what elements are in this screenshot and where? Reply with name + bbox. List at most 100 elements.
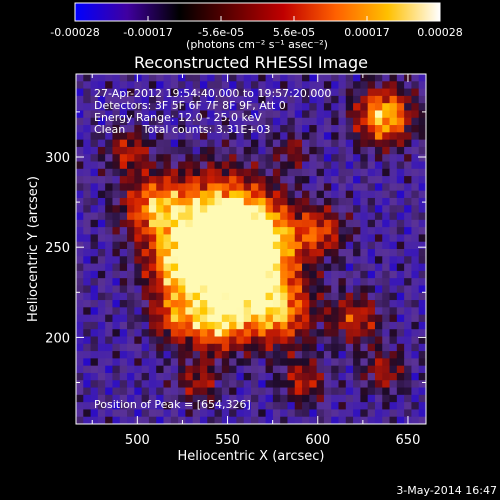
plot-frame: [75, 73, 427, 425]
heatmap-cell: [309, 212, 318, 221]
heatmap-cell: [134, 402, 143, 410]
heatmap-cell: [207, 314, 216, 323]
heatmap-cell: [127, 343, 135, 352]
heatmap-cell: [163, 263, 172, 272]
heatmap-cell: [97, 394, 106, 403]
heatmap-cell: [316, 416, 325, 424]
heatmap-cell: [207, 161, 216, 170]
heatmap-cell: [119, 343, 128, 352]
heatmap-cell: [170, 168, 179, 177]
colorbar: [74, 2, 441, 22]
heatmap-cell: [112, 321, 121, 330]
heatmap-cell: [331, 234, 339, 243]
heatmap-cell: [178, 329, 186, 337]
heatmap-cell: [374, 402, 383, 410]
heatmap-cell: [83, 256, 92, 265]
heatmap-cell: [141, 154, 150, 162]
heatmap-cell: [214, 278, 223, 286]
heatmap-cell: [185, 205, 194, 214]
heatmap-cell: [272, 365, 281, 374]
heatmap-cell: [192, 365, 201, 374]
heatmap-cell: [214, 263, 223, 272]
heatmap-cell: [382, 176, 391, 184]
heatmap-cell: [389, 278, 398, 286]
heatmap-cell: [90, 219, 99, 228]
heatmap-cell: [229, 416, 237, 424]
heatmap-cell: [141, 190, 150, 199]
heatmap-cell: [90, 336, 99, 345]
heatmap-cell: [367, 190, 376, 199]
heatmap-cell: [112, 263, 121, 272]
heatmap-cell: [367, 168, 376, 177]
heatmap-cell: [309, 372, 318, 381]
heatmap-cell: [411, 300, 420, 308]
heatmap-cell: [229, 227, 237, 235]
heatmap-cell: [323, 307, 332, 316]
heatmap-cell: [345, 329, 354, 337]
heatmap-cell: [287, 81, 296, 90]
heatmap-cell: [112, 183, 121, 192]
heatmap-cell: [345, 190, 354, 199]
heatmap-cell: [105, 168, 113, 177]
heatmap-cell: [236, 380, 245, 389]
heatmap-cell: [192, 227, 201, 235]
heatmap-cell: [127, 292, 135, 301]
heatmap-cell: [323, 263, 332, 272]
heatmap-cell: [338, 292, 347, 301]
heatmap-cell: [302, 95, 310, 104]
heatmap-cell: [170, 219, 179, 228]
heatmap-cell: [411, 380, 420, 389]
heatmap-cell: [90, 117, 99, 126]
heatmap-cell: [287, 329, 296, 337]
heatmap-cell: [258, 161, 267, 170]
heatmap-cell: [112, 81, 121, 90]
heatmap-cell: [207, 110, 216, 119]
heatmap-cell: [105, 132, 113, 141]
heatmap-cell: [345, 88, 354, 97]
heatmap-cell: [302, 416, 310, 424]
heatmap-cell: [97, 227, 106, 235]
heatmap-cell: [338, 387, 347, 396]
heatmap-cell: [83, 292, 92, 301]
heatmap-cell: [105, 402, 113, 410]
heatmap-cell: [302, 365, 310, 374]
heatmap-cell: [119, 285, 128, 294]
heatmap-cell: [302, 88, 310, 97]
heatmap-cell: [90, 300, 99, 308]
heatmap-cell: [272, 88, 281, 97]
heatmap-cell: [272, 95, 281, 104]
heatmap-cell: [389, 249, 398, 257]
heatmap-cell: [163, 249, 172, 257]
heatmap-cell: [404, 380, 412, 389]
heatmap-cell: [236, 409, 245, 418]
heatmap-cell: [207, 292, 216, 301]
heatmap-cell: [178, 409, 186, 418]
heatmap-cell: [97, 125, 106, 133]
heatmap-cell: [178, 212, 186, 221]
heatmap-cell: [396, 409, 405, 418]
heatmap-cell: [404, 234, 412, 243]
heatmap-cell: [411, 285, 420, 294]
heatmap-cell: [331, 380, 339, 389]
heatmap-cell: [97, 358, 106, 367]
heatmap-cell: [83, 95, 92, 104]
heatmap-cell: [236, 103, 245, 111]
heatmap-cell: [243, 197, 252, 206]
heatmap-cell: [76, 343, 84, 352]
heatmap-cell: [156, 343, 164, 352]
heatmap-cell: [163, 416, 172, 424]
heatmap-cell: [331, 270, 339, 279]
heatmap-cell: [360, 278, 369, 286]
heatmap-cell: [221, 161, 230, 170]
heatmap-cell: [76, 132, 84, 141]
heatmap-cell: [83, 139, 92, 148]
heatmap-cell: [302, 110, 310, 119]
heatmap-cell: [207, 351, 216, 359]
heatmap-cell: [229, 278, 237, 286]
heatmap-cell: [309, 132, 318, 141]
heatmap-cell: [119, 190, 128, 199]
heatmap-cell: [83, 402, 92, 410]
heatmap-cell: [338, 256, 347, 265]
heatmap-cell: [156, 81, 164, 90]
heatmap-cell: [338, 336, 347, 345]
